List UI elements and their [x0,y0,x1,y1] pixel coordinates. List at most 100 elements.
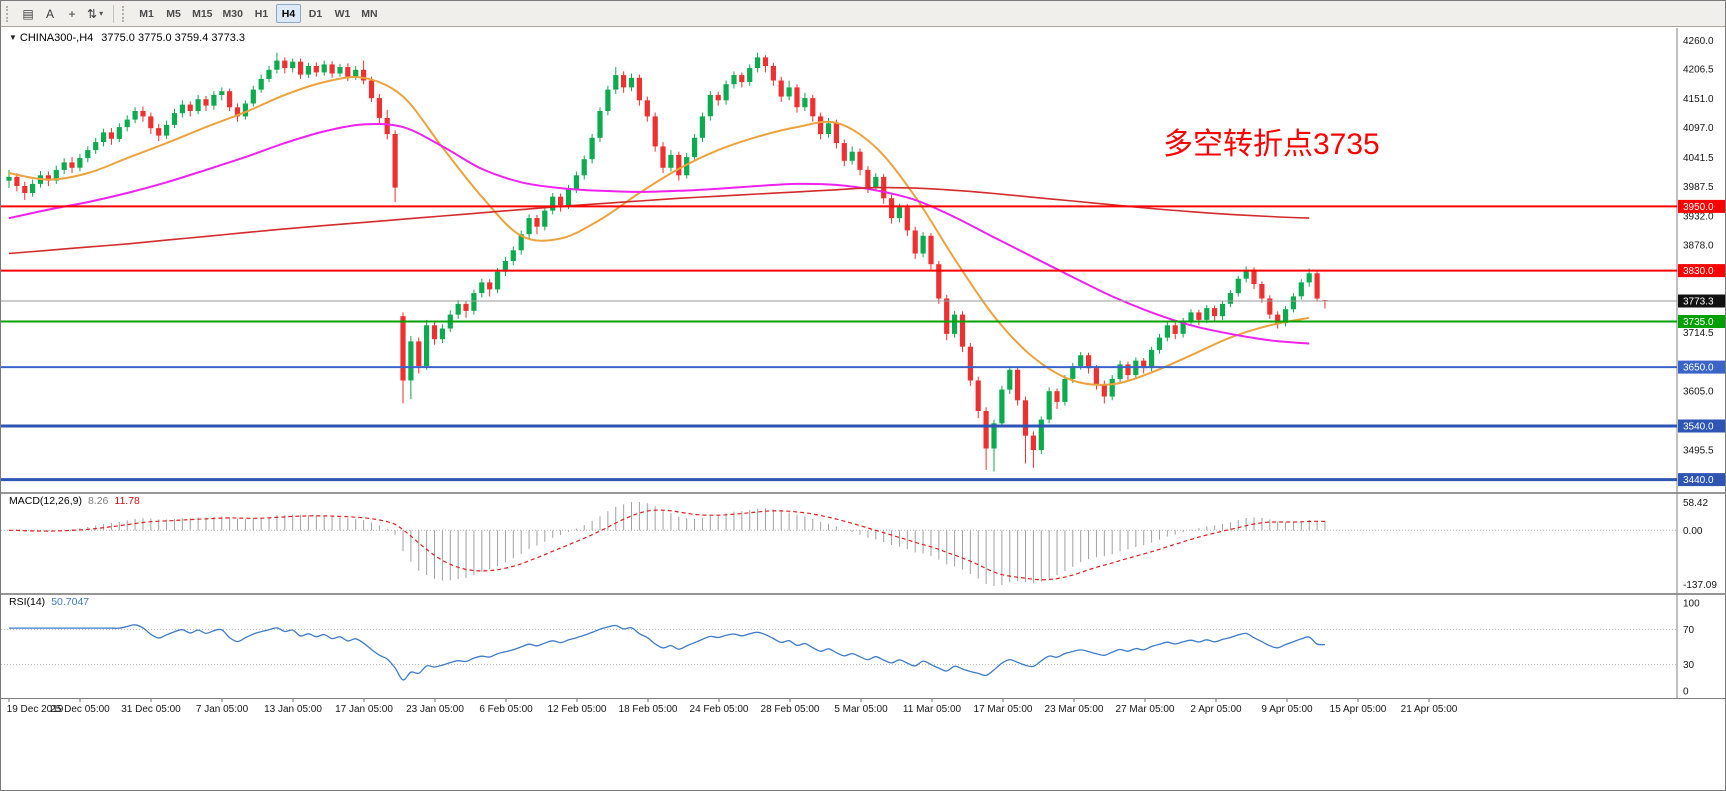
candle [53,169,59,181]
price-axis-label: 3987.5 [1683,182,1714,193]
candle [1070,366,1076,379]
price-badge [1678,360,1725,374]
tf-button-h1[interactable]: H1 [249,4,274,23]
candle [621,75,627,88]
rsi-panel-label: RSI(14) 50.7047 [9,596,89,608]
candle [495,271,501,290]
rsi-axis-label: 100 [1683,599,1700,610]
candle [991,423,997,449]
price-badge [1678,264,1725,278]
candle [755,57,761,69]
time-axis-label: 25 Dec 05:00 [50,704,110,715]
macd-indicator-panel[interactable]: 58.42 0.00 -137.09 [1,492,1726,593]
order-arrows-button[interactable]: ⇅ ▾ [83,4,107,24]
candle [613,75,619,90]
candle [431,325,438,340]
candle [298,61,304,75]
candle [274,60,280,70]
time-axis-label: 15 Apr 05:00 [1330,704,1387,715]
candle [644,100,650,117]
tf-button-h4[interactable]: H4 [275,4,301,23]
tf-button-m5[interactable]: M5 [161,4,186,23]
chart-annotation-text[interactable]: 多空转折点3735 [1163,128,1380,161]
candle [833,123,839,144]
time-axis-label: 2 Apr 05:00 [1190,704,1242,715]
price-axis-label: 3714.5 [1683,328,1714,339]
candle [1283,309,1289,324]
candle [628,77,635,88]
tf-button-m30[interactable]: M30 [219,4,247,23]
tf-button-m1[interactable]: M1 [134,4,159,23]
time-axis-label: 5 Mar 05:00 [834,704,888,715]
candle [400,316,406,381]
price-badge-label: 3735.0 [1683,317,1714,328]
rsi-line [8,624,1326,681]
candle [69,162,75,168]
candle [1038,419,1044,451]
candle [195,99,201,111]
tf-button-w1[interactable]: W1 [330,4,355,23]
candle [684,157,690,176]
candle [936,264,942,299]
price-badge [1678,473,1725,487]
macd-name: MACD(12,26,9) [9,495,82,507]
candle [1290,296,1296,310]
candle [1149,349,1155,369]
candle [132,111,138,120]
candle [502,261,508,272]
ohlc-values: 3775.0 3775.0 3759.4 3773.3 [101,32,246,44]
time-axis-label: 19 Dec 2019 [7,704,64,715]
candle [1306,273,1312,283]
candle [140,111,146,117]
time-axis-label: 27 Mar 05:00 [1116,704,1175,715]
candle [1267,298,1273,315]
time-axis-label: 11 Mar 05:00 [903,704,962,715]
candle [337,67,343,74]
candle [857,151,863,170]
candle [565,189,572,206]
candle [305,66,311,75]
collapse-arrow-icon[interactable]: ▼ [9,33,17,42]
candle [510,250,516,261]
charts-grid-button[interactable]: ▤ [17,4,39,24]
candle [101,132,107,142]
macd-main-value: 8.26 [87,495,109,507]
candle [1204,308,1210,320]
rsi-indicator-panel[interactable]: 100 70 30 0 [1,593,1726,698]
text-cursor-button[interactable]: A [39,4,61,24]
candle [896,207,902,219]
price-axis-label: 3932.0 [1683,212,1714,223]
price-badge-label: 3773.3 [1683,297,1714,308]
candle [368,80,375,99]
candle [313,66,319,73]
tf-button-d1[interactable]: D1 [303,4,328,23]
candle [290,61,296,69]
candle [975,380,981,411]
crosshair-button[interactable]: + [61,4,83,24]
candle [1015,369,1021,401]
candle [93,142,99,151]
price-axis-label: 4260.0 [1683,36,1714,47]
candle [361,69,367,81]
chevron-down-icon: ▾ [99,9,104,18]
candle [187,104,193,111]
tf-button-mn[interactable]: MN [357,4,382,23]
main-price-chart[interactable]: 4260.0 4206.5 4151.0 4097.0 4041.5 3987.5 3932… [1,28,1726,492]
time-axis-label: 13 Jan 05:00 [264,704,322,715]
candle [692,137,698,158]
tf-button-m15[interactable]: M15 [188,4,216,23]
candle [1078,355,1084,366]
crosshair-icon: + [68,6,76,21]
chart-header: ▼ CHINA300-,H4 3775.0 3775.0 3759.4 3773.3 [9,32,245,44]
toolbar-grip-2[interactable] [122,5,128,22]
candle [45,175,51,181]
ma-mid-magenta [8,122,1310,345]
toolbar-grip[interactable] [6,5,12,22]
candle [1086,355,1092,369]
price-axis-label: 4151.0 [1683,94,1714,105]
price-axis-label: 4097.0 [1683,123,1714,134]
time-axis-label: 17 Mar 05:00 [974,704,1033,715]
candle [597,111,603,138]
